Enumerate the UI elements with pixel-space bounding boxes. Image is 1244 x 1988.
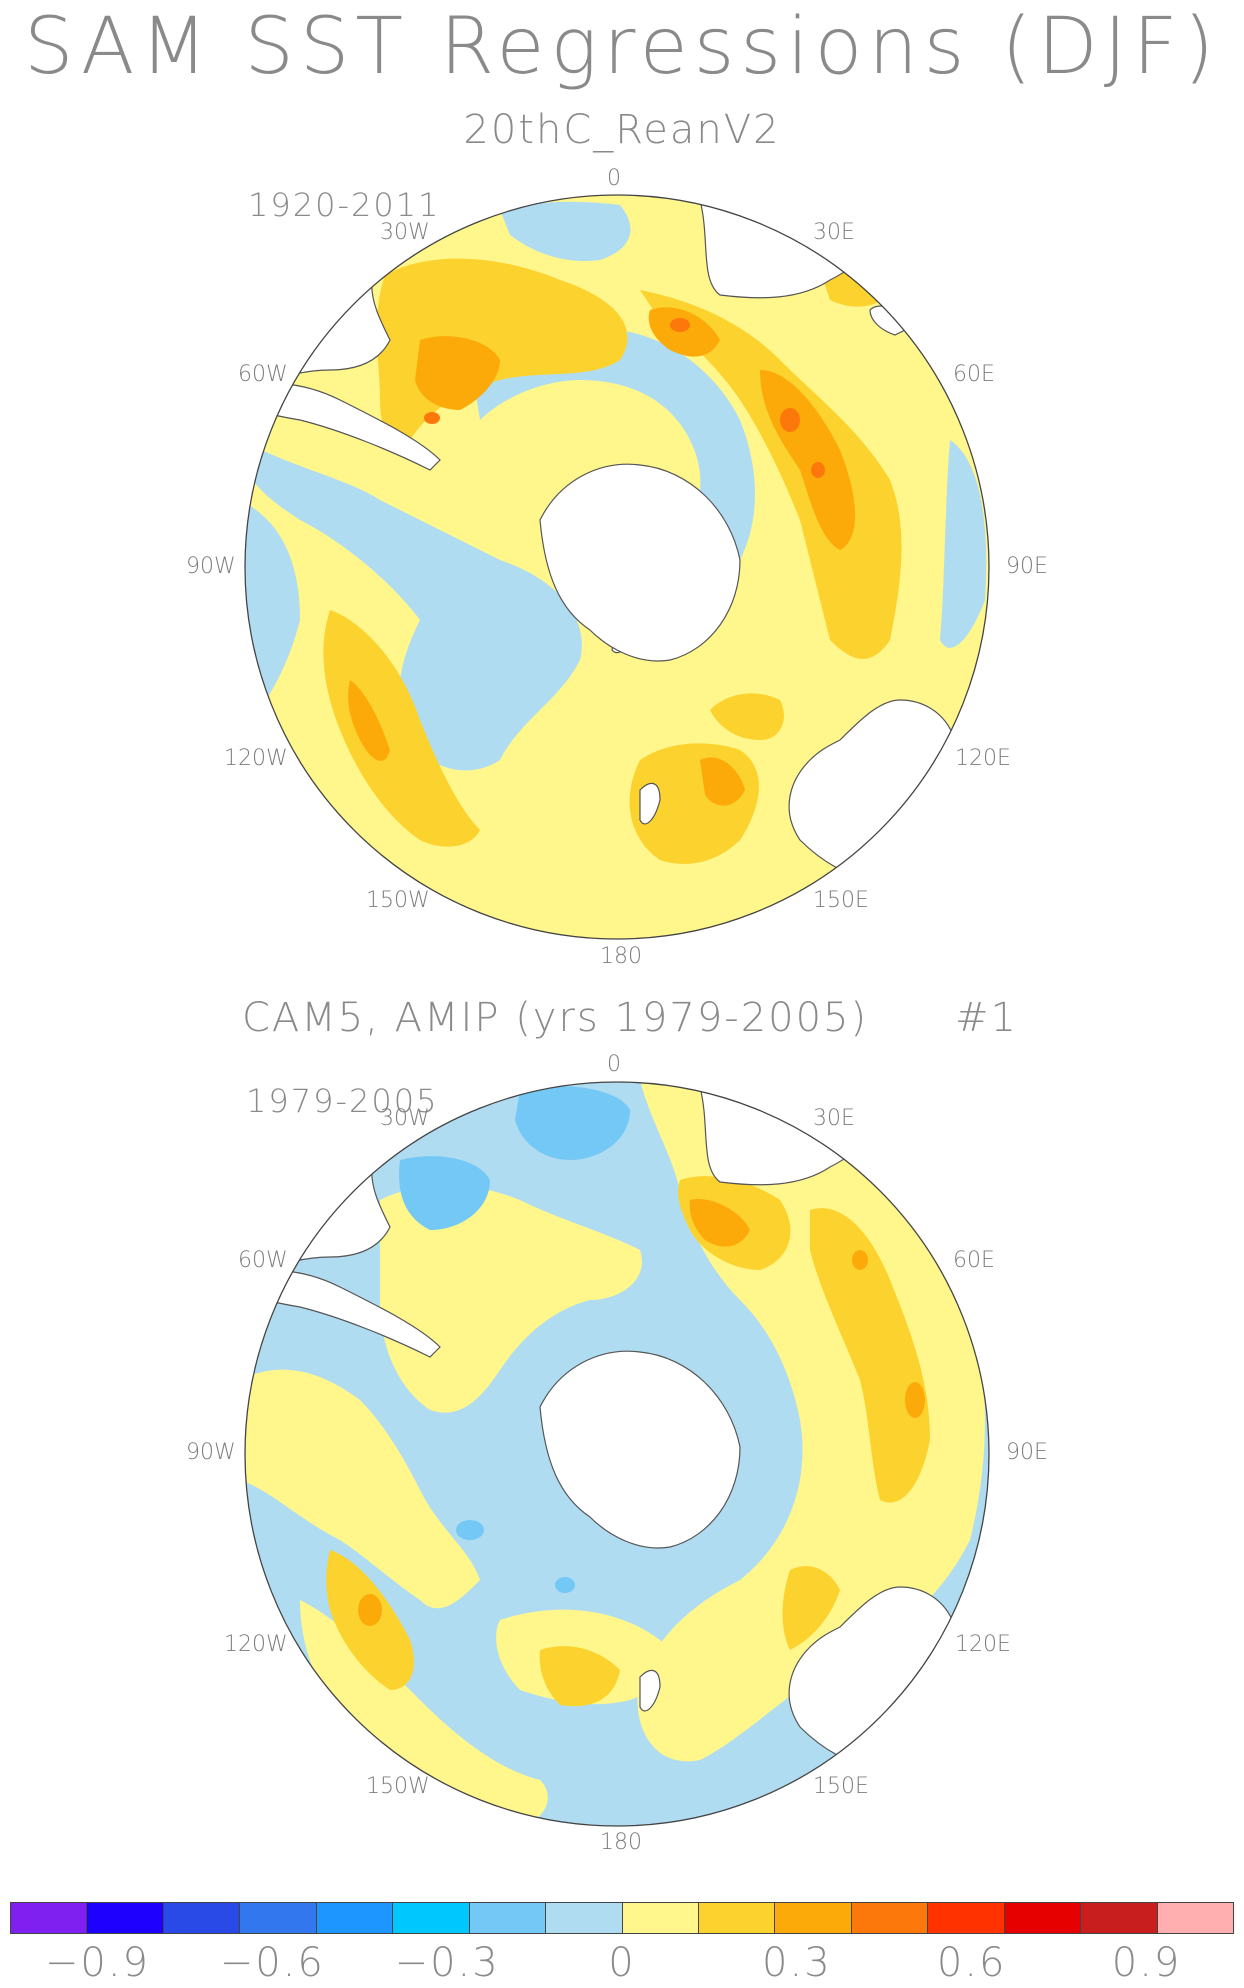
figure-title: SAM SST Regressions (DJF) [23, 2, 1221, 92]
panel1-lon-label: 90W [186, 554, 236, 579]
panel2-lon-label: 120E [955, 1632, 1011, 1657]
panel1-lon-label: 120W [224, 746, 288, 771]
panel2-lon-label: 60E [953, 1248, 995, 1273]
colorbar-tick-label: 0.6 [936, 1940, 1007, 1986]
colorbar-swatch [393, 1903, 470, 1933]
colorbar-swatch [851, 1903, 929, 1933]
panel1-lon-label: 150W [366, 888, 430, 913]
panel2-border [244, 1081, 990, 1827]
colorbar-swatch [622, 1903, 699, 1933]
panel1-title: 20thC_ReanV2 [463, 107, 781, 153]
colorbar-swatch [1157, 1903, 1233, 1933]
colorbar-swatch [316, 1903, 394, 1933]
panel2-title: CAM5, AMIP (yrs 1979-2005) [242, 995, 869, 1041]
panel2-lon-label: 150W [366, 1774, 430, 1799]
colorbar-tick-label: 0 [608, 1940, 636, 1986]
panel2-lon-label: 30W [380, 1106, 430, 1131]
colorbar-swatch [775, 1903, 852, 1933]
panel2-strong-regions [358, 1199, 925, 1626]
colorbar-swatch [469, 1903, 547, 1933]
colorbar-swatch [163, 1903, 241, 1933]
colorbar-swatch [546, 1903, 623, 1933]
panel2-lon-label: 90E [1006, 1440, 1048, 1465]
colorbar-tick-label: −0.9 [44, 1940, 150, 1986]
colorbar-swatch [1004, 1903, 1082, 1933]
panel2-lon-label: 120W [224, 1632, 288, 1657]
panel1-lon-label: 30E [813, 220, 855, 245]
panel2-lon-label: 60W [238, 1248, 288, 1273]
colorbar-swatch [928, 1903, 1005, 1933]
colorbar-swatch [87, 1903, 164, 1933]
panel2-map [245, 1082, 989, 1826]
panel1-lon-label: 90E [1006, 554, 1048, 579]
panel1-lon-label: 30W [380, 220, 430, 245]
panel2-lon-label: 30E [813, 1106, 855, 1131]
panel2-negative-medium-regions [399, 1086, 630, 1593]
colorbar-swatch [698, 1903, 776, 1933]
panel2-lon-label: 90W [186, 1440, 236, 1465]
panel1-lon-label: 180 [600, 944, 642, 969]
panel2-lon-label: 150E [813, 1774, 869, 1799]
panel1-lon-label: 0 [607, 166, 621, 191]
colorbar-swatch [11, 1903, 88, 1933]
panel2-run-label: #1 [955, 995, 1018, 1041]
colorbar-tick-label: −0.6 [219, 1940, 325, 1986]
colorbar-swatch [1081, 1903, 1158, 1933]
panel1-lon-label: 150E [813, 888, 869, 913]
panel1-lon-label: 120E [955, 746, 1011, 771]
panel1-lon-label: 60E [953, 362, 995, 387]
colorbar [10, 1902, 1234, 1934]
panel1-period: 1920-2011 [248, 186, 441, 224]
panel1-lon-label: 60W [238, 362, 288, 387]
panel1-border [244, 194, 990, 940]
colorbar-tick-label: 0.9 [1111, 1940, 1182, 1986]
panel2-lon-label: 180 [600, 1830, 642, 1855]
panel2-lon-label: 0 [607, 1052, 621, 1077]
panel2-period: 1979-2005 [246, 1082, 439, 1120]
panel1-strongest-regions [424, 318, 825, 478]
colorbar-tick-label: −0.3 [394, 1940, 500, 1986]
colorbar-swatch [240, 1903, 317, 1933]
colorbar-tick-label: 0.3 [762, 1940, 832, 1986]
